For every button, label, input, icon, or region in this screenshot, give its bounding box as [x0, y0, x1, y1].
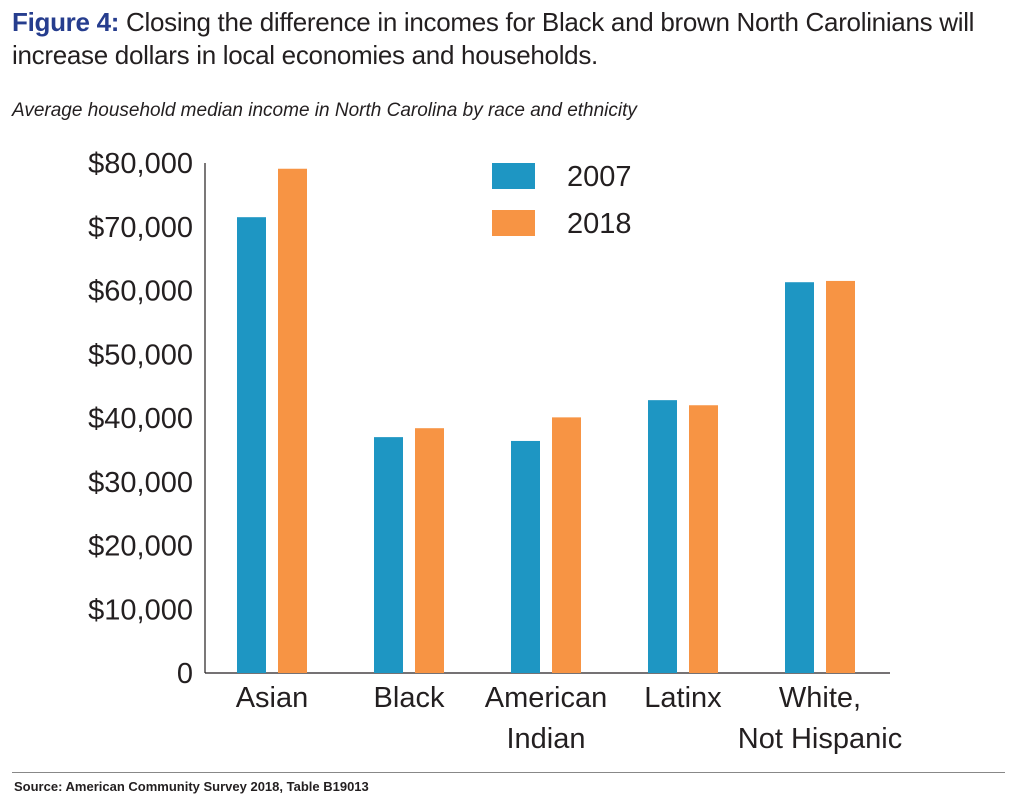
y-tick-label: $20,000	[88, 531, 193, 563]
bar-2007	[785, 282, 814, 673]
y-tick-label: $50,000	[88, 339, 193, 371]
x-tick-label: Asian	[236, 682, 309, 714]
figure-title-text: Closing the difference in incomes for Bl…	[12, 7, 975, 70]
figure-title: Figure 4: Closing the difference in inco…	[12, 6, 1002, 72]
bar-2007	[648, 400, 677, 673]
bar-2007	[374, 437, 403, 673]
source-divider	[12, 772, 1005, 773]
y-tick-label: $80,000	[88, 148, 193, 180]
bar-2018	[552, 417, 581, 673]
legend-swatch-2018	[492, 210, 535, 236]
source-note: Source: American Community Survey 2018, …	[14, 779, 369, 794]
y-tick-label: $30,000	[88, 467, 193, 499]
y-tick-label: 0	[177, 658, 193, 690]
legend-label: 2007	[567, 161, 632, 193]
x-tick-label: White,	[779, 682, 861, 714]
legend-swatch-2007	[492, 163, 535, 189]
figure-label: Figure 4:	[12, 7, 120, 37]
x-tick-label: Latinx	[644, 682, 722, 714]
chart-subtitle: Average household median income in North…	[12, 100, 637, 121]
bar-2007	[237, 217, 266, 673]
y-tick-label: $70,000	[88, 212, 193, 244]
bar-2018	[278, 168, 307, 674]
x-tick-label: Black	[374, 682, 445, 714]
bar-2018	[415, 428, 444, 673]
x-tick-label: Indian	[506, 723, 585, 755]
y-tick-label: $10,000	[88, 594, 193, 626]
y-tick-label: $40,000	[88, 403, 193, 435]
y-tick-label: $60,000	[88, 276, 193, 308]
bar-2018	[689, 405, 718, 673]
x-tick-label: American	[485, 682, 608, 714]
x-tick-label: Not Hispanic	[738, 723, 902, 755]
bar-2007	[511, 440, 540, 673]
bar-chart: 0 $10,000 $20,000 $30,000 $40,000 $50,000 $60,…	[88, 148, 902, 755]
legend-label: 2018	[567, 208, 632, 240]
bar-2018	[826, 280, 855, 673]
